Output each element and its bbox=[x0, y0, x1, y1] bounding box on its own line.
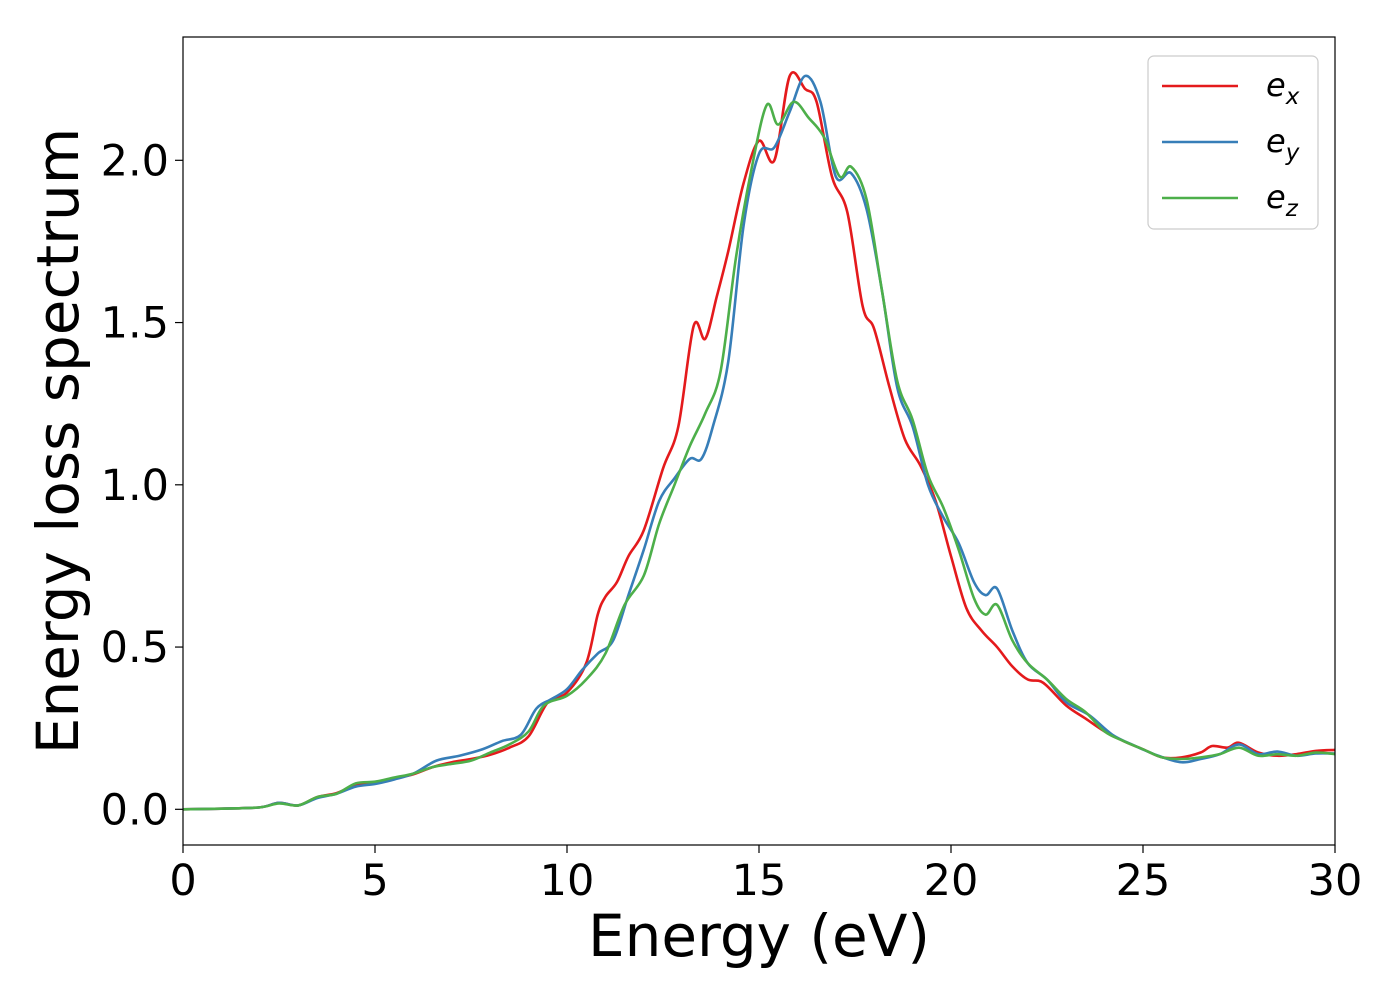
y-tick-label: 1.0 bbox=[101, 461, 169, 511]
legend-label-subscript: y bbox=[1285, 140, 1300, 166]
y-axis-title: Energy loss spectrum bbox=[24, 128, 92, 754]
series-line-e-z bbox=[182, 100, 1336, 811]
x-tick-label: 30 bbox=[1308, 856, 1363, 906]
x-tick-label: 15 bbox=[732, 856, 787, 906]
legend-label-subscript: z bbox=[1285, 196, 1299, 222]
legend-label-base: e bbox=[1266, 66, 1286, 104]
x-tick-label: 20 bbox=[924, 856, 979, 906]
legend-label-base: e bbox=[1266, 122, 1286, 160]
x-axis-title: Energy (eV) bbox=[588, 902, 930, 970]
legend-label-e-y: ey bbox=[1266, 122, 1300, 166]
legend-label-base: e bbox=[1266, 178, 1286, 216]
x-tick-label: 5 bbox=[361, 856, 388, 906]
legend-label-e-z: ez bbox=[1266, 178, 1299, 222]
y-axis-ticks: 0.0 0.5 1.0 1.5 2.0 bbox=[101, 136, 183, 835]
y-tick-label: 0.0 bbox=[101, 785, 169, 835]
legend-label-e-x: ex bbox=[1266, 66, 1300, 110]
x-axis-ticks: 0 5 10 15 20 25 30 bbox=[169, 845, 1362, 906]
x-tick-label: 25 bbox=[1116, 856, 1171, 906]
y-tick-label: 1.5 bbox=[101, 299, 169, 349]
y-tick-label: 2.0 bbox=[101, 136, 169, 186]
x-tick-label: 10 bbox=[540, 856, 595, 906]
x-tick-label: 0 bbox=[169, 856, 196, 906]
y-tick-label: 0.5 bbox=[101, 623, 169, 673]
legend-label-subscript: x bbox=[1285, 84, 1300, 110]
series-layer bbox=[182, 71, 1336, 811]
